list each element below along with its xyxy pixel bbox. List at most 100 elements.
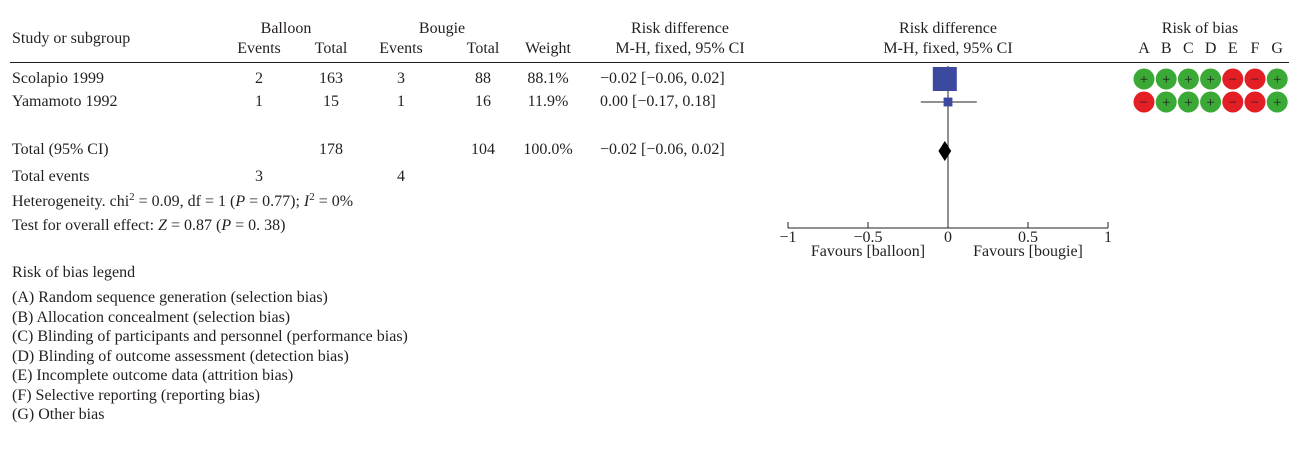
bias-letter: E xyxy=(1227,40,1238,57)
bias-symbol: − xyxy=(1251,95,1259,111)
study-events1: 2 xyxy=(255,70,263,87)
study-weight: 88.1% xyxy=(527,70,569,87)
bias-circle xyxy=(1222,68,1244,90)
bias-low-icon: + xyxy=(1155,68,1177,90)
header-group2: Bougie xyxy=(418,20,466,37)
header-total2: Total xyxy=(466,40,500,57)
legend-item: (E) Incomplete outcome data (attrition b… xyxy=(12,367,294,384)
bias-symbol: + xyxy=(1184,95,1192,111)
bias-circle xyxy=(1244,91,1266,113)
total-ci: −0.02 [−0.06, 0.02] xyxy=(600,141,725,158)
bias-low-icon: + xyxy=(1200,68,1222,90)
total-label: Total (95% CI) xyxy=(12,141,109,158)
total-t2: 104 xyxy=(471,141,495,158)
bias-circle xyxy=(1200,68,1222,90)
legend-item: (G) Other bias xyxy=(12,406,105,423)
study-events1: 1 xyxy=(255,93,263,110)
study-weight: 11.9% xyxy=(527,93,569,110)
study-box xyxy=(932,67,957,91)
bias-letter: G xyxy=(1271,40,1283,57)
study-events2: 3 xyxy=(397,70,405,87)
header-study-col: Study or subgroup xyxy=(12,30,131,47)
study-name: Yamamoto 1992 xyxy=(12,93,118,110)
bias-circle xyxy=(1133,68,1155,90)
forest-plot: −1 −0.5 0 0.5 1 Favours [balloon] Favours [bou… xyxy=(779,66,1288,260)
bias-letter: C xyxy=(1183,40,1194,57)
study-total2: 88 xyxy=(475,70,491,87)
bias-circle xyxy=(1222,91,1244,113)
legend-item: (B) Allocation concealment (selection bi… xyxy=(12,308,291,326)
header-group1: Balloon xyxy=(260,20,312,37)
study-box xyxy=(943,97,953,107)
x-tick-label: 1 xyxy=(1104,229,1112,246)
total-events-e2: 4 xyxy=(397,168,405,185)
bias-high-icon: − xyxy=(1244,91,1266,113)
study-total1: 15 xyxy=(323,93,339,110)
bias-low-icon: + xyxy=(1200,91,1222,113)
header-plot-title: Risk difference xyxy=(899,20,997,37)
bias-high-icon: − xyxy=(1244,68,1266,90)
bias-symbol: − xyxy=(1229,95,1237,111)
bias-low-icon: + xyxy=(1177,91,1199,113)
x-tick-label: 0.5 xyxy=(1018,229,1038,246)
total-events-label: Total events xyxy=(12,168,90,185)
study-total2: 16 xyxy=(475,93,491,110)
bias-circle xyxy=(1177,68,1199,90)
legend-title: Risk of bias legend xyxy=(12,264,136,281)
bias-symbol: + xyxy=(1273,72,1281,88)
bias-low-icon: + xyxy=(1266,91,1288,113)
bias-letter: A xyxy=(1138,40,1150,57)
favours-left-label: Favours [balloon] xyxy=(811,243,925,260)
header-events1: Events xyxy=(237,40,281,57)
bias-low-icon: + xyxy=(1133,68,1155,90)
bias-symbol: + xyxy=(1140,72,1148,88)
bias-circle xyxy=(1266,68,1288,90)
bias-circle xyxy=(1200,91,1222,113)
bias-low-icon: + xyxy=(1177,68,1199,90)
bias-symbol: + xyxy=(1184,72,1192,88)
legend-item: (D) Blinding of outcome assessment (dete… xyxy=(12,347,349,365)
x-tick-label: −1 xyxy=(779,229,796,246)
bias-letter: F xyxy=(1250,40,1260,57)
bias-symbol: + xyxy=(1162,72,1170,88)
study-total1: 163 xyxy=(319,70,343,87)
bias-circle xyxy=(1155,68,1177,90)
bias-circle xyxy=(1244,68,1266,90)
bias-symbol: + xyxy=(1206,72,1214,88)
bias-letter: D xyxy=(1204,40,1217,57)
bias-symbol: + xyxy=(1206,95,1214,111)
heterogeneity-text: Heterogeneity. chi2 = 0.09, df = 1 (P = … xyxy=(12,191,354,211)
legend-item: (C) Blinding of participants and personn… xyxy=(12,328,408,345)
total-t1: 178 xyxy=(319,141,343,158)
bias-symbol: − xyxy=(1251,72,1259,88)
bias-circle xyxy=(1266,91,1288,113)
bias-low-icon: + xyxy=(1266,68,1288,90)
bias-circle xyxy=(1155,91,1177,113)
legend-item: (F) Selective reporting (reporting bias) xyxy=(12,386,260,404)
bias-symbol: + xyxy=(1273,95,1281,111)
favours-right-label: Favours [bougie] xyxy=(973,243,1083,260)
bias-high-icon: − xyxy=(1133,91,1155,113)
header-events2: Events xyxy=(379,40,423,57)
bias-circle xyxy=(1133,91,1155,113)
header-total1: Total xyxy=(314,40,348,57)
bias-low-icon: + xyxy=(1155,91,1177,113)
study-ci: −0.02 [−0.06, 0.02] xyxy=(600,70,725,87)
header-weight: Weight xyxy=(525,40,571,57)
header-rule xyxy=(10,62,1289,63)
study-events2: 1 xyxy=(397,93,405,110)
study-ci: 0.00 [−0.17, 0.18] xyxy=(600,93,716,110)
total-diamond xyxy=(938,141,952,161)
bias-high-icon: − xyxy=(1222,91,1244,113)
x-tick-label: −0.5 xyxy=(853,229,882,246)
bias-high-icon: − xyxy=(1222,68,1244,90)
x-tick-label: 0 xyxy=(944,229,952,246)
legend-item: (A) Random sequence generation (selectio… xyxy=(12,289,328,306)
study-name: Scolapio 1999 xyxy=(12,70,104,87)
total-events-e1: 3 xyxy=(255,168,263,185)
header-effect-title: Risk difference xyxy=(631,20,729,37)
header-plot-method: M-H, fixed, 95% CI xyxy=(883,40,1013,57)
total-weight: 100.0% xyxy=(523,141,573,158)
bias-symbol: − xyxy=(1229,72,1237,88)
header-bias-title: Risk of bias xyxy=(1161,20,1239,37)
